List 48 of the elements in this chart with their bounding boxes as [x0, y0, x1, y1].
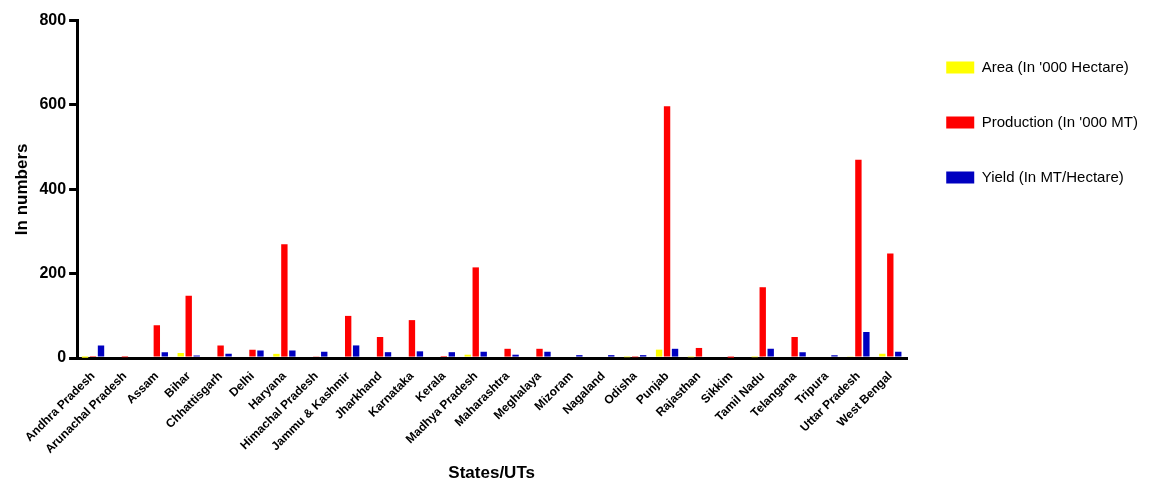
bar: [177, 353, 184, 357]
bar: [97, 345, 105, 357]
bar: [185, 295, 192, 357]
bar: [281, 244, 288, 357]
bar: [384, 352, 392, 357]
bar: [217, 345, 224, 357]
bar: [544, 351, 551, 357]
y-tick-label: 600: [39, 95, 67, 113]
bar: [480, 351, 487, 357]
bar: [767, 348, 774, 357]
bar: [257, 350, 264, 357]
bar: [655, 349, 663, 357]
bar: [161, 352, 168, 357]
bar: [855, 159, 862, 357]
bar: [879, 353, 886, 357]
bar: [153, 325, 161, 357]
bar: [759, 287, 766, 357]
bar: [504, 348, 511, 357]
legend-label: Yield (In MT/Hectare): [981, 167, 1124, 185]
bar: [352, 345, 360, 357]
x-axis-title: States/UTs: [448, 463, 535, 483]
bar: [536, 348, 543, 357]
bar: [249, 349, 256, 357]
bar: [472, 267, 479, 357]
bar: [863, 331, 870, 357]
bar: [273, 353, 280, 357]
bar: [376, 336, 384, 357]
bar: [448, 352, 455, 357]
bar: [671, 348, 679, 357]
bar: [289, 350, 296, 357]
y-axis-title: In numbers: [11, 143, 31, 236]
y-tick-label: 400: [39, 179, 67, 197]
bar: [344, 315, 352, 357]
bar: [408, 320, 416, 357]
legend-label: Area (In '000 Hectare): [981, 57, 1129, 75]
y-tick-label: 800: [39, 11, 67, 29]
bar: [225, 353, 232, 357]
bar: [799, 352, 806, 357]
bar: [663, 106, 671, 357]
legend-label: Production (In '000 MT): [981, 112, 1138, 130]
y-tick-label: 200: [39, 264, 67, 282]
bar: [887, 253, 894, 357]
bar: [695, 347, 703, 357]
bar: [895, 351, 902, 357]
bar: [416, 351, 424, 357]
y-tick-label: 0: [57, 348, 67, 366]
bar: [791, 336, 798, 357]
bar: [321, 351, 328, 357]
